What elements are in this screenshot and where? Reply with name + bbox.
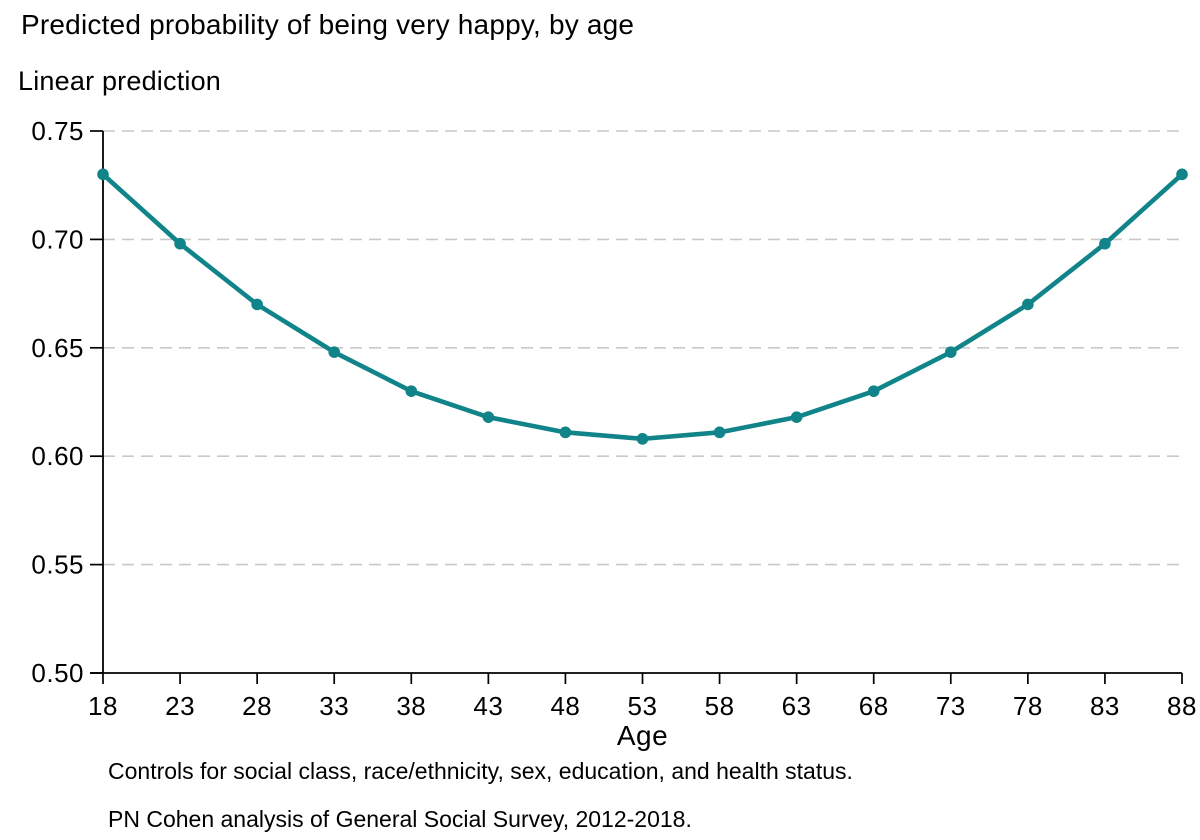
y-tick-label: 0.65 bbox=[31, 333, 84, 363]
data-point-marker bbox=[405, 385, 418, 397]
gridlines bbox=[103, 130, 1186, 566]
data-point-marker bbox=[944, 346, 957, 358]
note-source: PN Cohen analysis of General Social Surv… bbox=[108, 806, 692, 832]
y-axis: 0.50 0.55 0.60 0.65 0.70 0.75 bbox=[31, 116, 104, 688]
x-tick-label: 78 bbox=[1013, 691, 1043, 721]
x-axis: 18 23 28 33 38 43 48 53 58 63 68 73 78 83 88 Age bbox=[88, 672, 1197, 751]
x-tick-label: 63 bbox=[782, 691, 812, 721]
data-point-marker bbox=[713, 426, 726, 439]
x-tick-label: 68 bbox=[859, 691, 889, 721]
x-tick-label: 88 bbox=[1167, 691, 1197, 721]
x-tick-label: 83 bbox=[1090, 691, 1120, 721]
x-tick-label: 28 bbox=[242, 691, 272, 721]
y-tick-label: 0.55 bbox=[31, 550, 84, 580]
y-axis-title: Linear prediction bbox=[18, 66, 222, 96]
x-tick-label: 33 bbox=[319, 691, 349, 721]
prediction-line-series bbox=[97, 168, 1188, 445]
x-tick-label: 38 bbox=[396, 691, 426, 721]
data-point-marker bbox=[867, 385, 880, 397]
y-tick-label: 0.75 bbox=[31, 116, 84, 146]
data-point-marker bbox=[251, 298, 263, 311]
y-tick-label: 0.60 bbox=[31, 441, 84, 471]
x-tick-label: 58 bbox=[705, 691, 735, 721]
x-tick-label: 18 bbox=[88, 691, 118, 721]
data-point-marker bbox=[790, 411, 803, 423]
y-tick-label: 0.50 bbox=[31, 658, 84, 688]
data-point-marker bbox=[97, 168, 109, 181]
x-tick-label: 23 bbox=[165, 691, 195, 721]
note-controls: Controls for social class, race/ethnicit… bbox=[108, 758, 853, 784]
data-point-marker bbox=[482, 411, 495, 423]
data-point-marker bbox=[174, 237, 186, 250]
x-tick-label: 43 bbox=[473, 691, 503, 721]
data-point-marker bbox=[1099, 237, 1111, 250]
data-point-marker bbox=[328, 346, 341, 358]
data-point-marker bbox=[559, 426, 572, 439]
data-point-marker bbox=[636, 433, 649, 445]
x-tick-label: 73 bbox=[936, 691, 966, 721]
data-point-marker bbox=[1022, 298, 1034, 311]
data-point-marker bbox=[1176, 168, 1188, 181]
x-tick-label: 53 bbox=[628, 691, 658, 721]
x-axis-title: Age bbox=[617, 720, 668, 751]
prediction-line bbox=[100, 172, 1185, 442]
x-tick-label: 48 bbox=[550, 691, 580, 721]
y-tick-label: 0.70 bbox=[31, 224, 84, 254]
chart-title: Predicted probability of being very happ… bbox=[21, 9, 635, 40]
